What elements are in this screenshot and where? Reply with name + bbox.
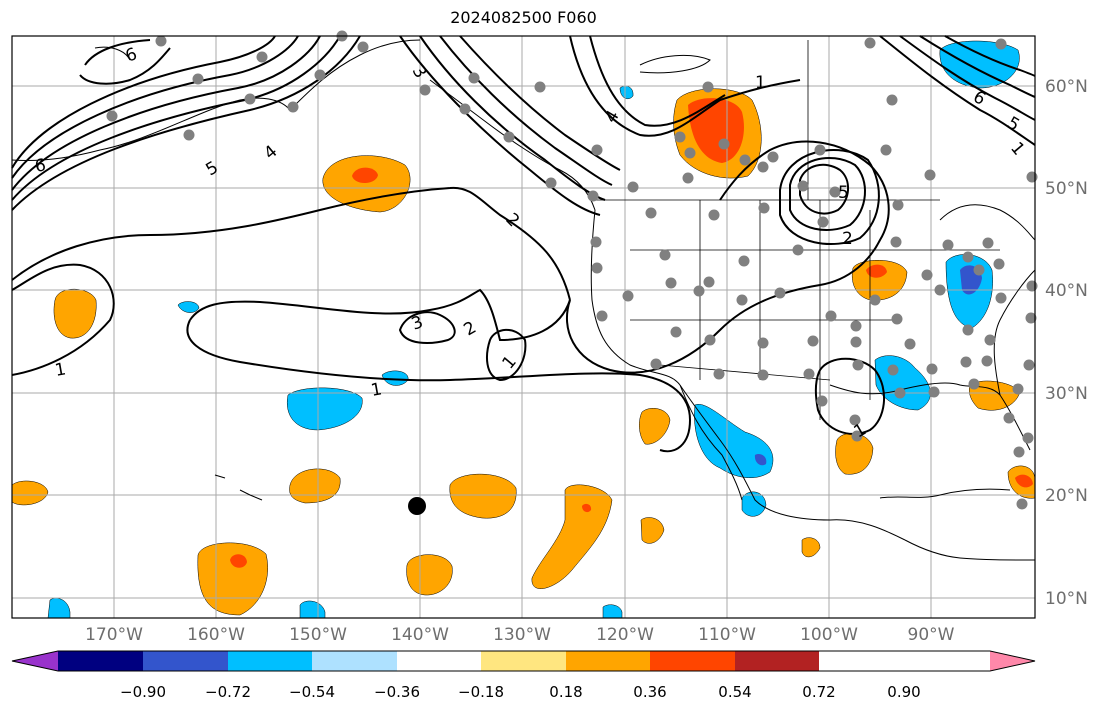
lat-tick-label: 50°N [1045, 179, 1088, 199]
negative-anomaly-area [694, 403, 774, 479]
contour-label: 3 [409, 312, 426, 334]
strong-positive-anomaly-area [582, 503, 592, 513]
strong-positive-anomaly-area [1015, 474, 1033, 488]
colorbar-tick-label: 0.90 [887, 683, 921, 701]
negative-anomaly-area [602, 604, 623, 619]
colorbar-tick-label: −0.18 [458, 683, 504, 701]
contour-label: 6 [33, 155, 47, 177]
negative-anomaly-area [286, 387, 363, 431]
contour-label: 1 [53, 359, 67, 381]
positive-anomaly-area [53, 288, 97, 339]
lat-tick-label: 60°N [1045, 77, 1088, 97]
colorbar-tick-label: 0.72 [802, 683, 836, 701]
lon-tick-label: 130°W [493, 625, 551, 645]
strong-positive-anomaly-area [866, 264, 887, 278]
positive-anomaly-area [801, 537, 821, 558]
colorbar-tick-label: 0.36 [633, 683, 667, 701]
contour-label: 2 [461, 318, 480, 341]
colorbar-tick-label: 0.54 [718, 683, 752, 701]
contour-label: 5 [203, 158, 222, 181]
contour-label: 6 [123, 44, 140, 66]
colorbar-tick-label: 0.18 [549, 683, 583, 701]
lon-tick-label: 100°W [800, 625, 858, 645]
strong-positive-anomaly-area [688, 98, 744, 163]
negative-anomaly-area [47, 597, 71, 619]
highlighted-station-marker [408, 497, 426, 515]
negative-anomaly-area [299, 600, 326, 619]
colorbar-tick-label: −0.54 [289, 683, 335, 701]
lon-tick-label: 170°W [85, 625, 143, 645]
contour-label: 1 [369, 379, 383, 401]
contour-label: 1 [1006, 138, 1028, 159]
positive-anomaly-area [969, 380, 1021, 411]
contours [11, 35, 1036, 453]
colorbar-tick-label: −0.72 [205, 683, 251, 701]
positive-anomaly-area [322, 155, 411, 213]
lon-tick-label: 120°W [596, 625, 654, 645]
lon-tick-label: 150°W [289, 625, 347, 645]
positive-anomaly-area [640, 517, 665, 544]
strong-negative-anomaly-area [754, 454, 767, 466]
station-markers [106, 30, 1038, 510]
strong-positive-anomaly-area [352, 167, 378, 184]
contour-label: 5 [1004, 113, 1023, 136]
negative-anomaly-area [619, 85, 634, 99]
positive-anomaly-area [639, 408, 671, 445]
contour-label: 3 [408, 63, 431, 82]
coastlines [11, 39, 1036, 561]
negative-anomaly-area [939, 40, 1020, 89]
positive-anomaly-area [197, 542, 268, 616]
map-title: 2024082500 F060 [450, 8, 597, 27]
anomaly-shading [11, 40, 1036, 619]
positive-anomaly-area [449, 473, 517, 519]
negative-anomaly-area [741, 491, 767, 517]
lon-tick-label: 90°W [907, 625, 955, 645]
colorbar-tick-label: −0.36 [374, 683, 420, 701]
lat-tick-label: 20°N [1045, 486, 1088, 506]
lat-tick-label: 30°N [1045, 384, 1088, 404]
lon-tick-label: 110°W [698, 625, 756, 645]
positive-anomaly-area [531, 484, 613, 589]
strong-positive-anomaly-area [230, 554, 247, 568]
contour-label: 4 [260, 142, 281, 164]
contour-label: 5 [838, 183, 849, 203]
negative-anomaly-area [177, 301, 200, 313]
positive-anomaly-area [289, 468, 341, 504]
positive-anomaly-area [11, 480, 49, 506]
positive-anomaly-area [406, 554, 453, 596]
colorbar-tick-label: −0.90 [120, 683, 166, 701]
lat-tick-label: 10°N [1045, 589, 1088, 609]
lon-tick-label: 160°W [187, 625, 245, 645]
map-frame [11, 35, 1036, 619]
lon-tick-label: 140°W [391, 625, 449, 645]
lat-tick-label: 40°N [1045, 281, 1088, 301]
contour-label: 1 [755, 73, 766, 93]
contour-label: 2 [842, 229, 853, 249]
